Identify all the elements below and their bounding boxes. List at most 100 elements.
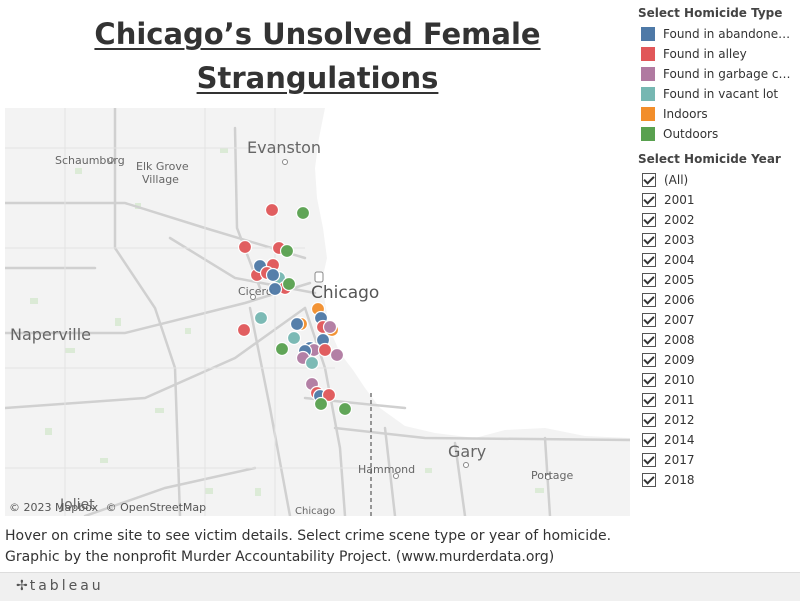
year-checkbox[interactable]: [642, 213, 656, 227]
dashboard-title: Chicago’s Unsolved Female Strangulations: [5, 12, 630, 100]
year-checkbox[interactable]: [642, 293, 656, 307]
title-line-2: Strangulations: [196, 61, 439, 95]
year-filter-option[interactable]: 2006: [638, 290, 798, 310]
homicide-map[interactable]: Evanston Schaumburg Elk Grove Village Ci…: [5, 108, 630, 516]
label-schaumburg: Schaumburg: [55, 154, 125, 167]
type-legend-item[interactable]: Found in vacant lot: [638, 84, 798, 104]
year-checkbox[interactable]: [642, 373, 656, 387]
year-filter-option[interactable]: (All): [638, 170, 798, 190]
label-gary: Gary: [448, 442, 486, 461]
marker-found-in-garbage-can[interactable]: [322, 319, 338, 335]
year-checkbox[interactable]: [642, 433, 656, 447]
year-label: 2004: [664, 253, 695, 267]
year-checkbox[interactable]: [642, 193, 656, 207]
year-filter-option[interactable]: 2008: [638, 330, 798, 350]
year-checkbox[interactable]: [642, 173, 656, 187]
marker-found-in-alley[interactable]: [237, 239, 253, 255]
tableau-plus-icon: ✢: [16, 578, 28, 594]
type-legend-item[interactable]: Found in garbage can: [638, 64, 798, 84]
year-checkbox[interactable]: [642, 333, 656, 347]
marker-found-in-abandoned[interactable]: [267, 281, 283, 297]
marker-outdoors[interactable]: [337, 401, 353, 417]
marker-found-in-abandoned[interactable]: [289, 316, 305, 332]
year-filter-option[interactable]: 2018: [638, 470, 798, 490]
legend-label: Indoors: [663, 107, 708, 121]
year-label: 2003: [664, 233, 695, 247]
year-label: (All): [664, 173, 689, 187]
marker-found-in-vacant-lot[interactable]: [304, 355, 320, 371]
legend-label: Found in alley: [663, 47, 747, 61]
label-elk-grove: Elk Grove: [136, 160, 189, 173]
legend-swatch: [641, 127, 655, 141]
caption-line-1: Hover on crime site to see victim detail…: [5, 528, 612, 544]
label-hammond: Hammond: [358, 463, 415, 476]
title-line-1: Chicago’s Unsolved Female: [94, 17, 541, 51]
year-checkbox[interactable]: [642, 313, 656, 327]
year-filter-option[interactable]: 2007: [638, 310, 798, 330]
marker-found-in-alley[interactable]: [317, 342, 333, 358]
legend-label: Found in abandoned ...: [663, 27, 791, 41]
legend-swatch: [641, 67, 655, 81]
year-filter-title: Select Homicide Year: [638, 152, 781, 166]
tableau-logo[interactable]: ✢ tableau: [16, 578, 104, 594]
year-filter-option[interactable]: 2009: [638, 350, 798, 370]
year-filter-option[interactable]: 2002: [638, 210, 798, 230]
year-checkbox[interactable]: [642, 473, 656, 487]
year-label: 2007: [664, 313, 695, 327]
year-label: 2014: [664, 433, 695, 447]
year-filter-option[interactable]: 2014: [638, 430, 798, 450]
year-filter-option[interactable]: 2001: [638, 190, 798, 210]
year-checkbox[interactable]: [642, 453, 656, 467]
year-filter-option[interactable]: 2012: [638, 410, 798, 430]
legend-label: Found in garbage can: [663, 67, 791, 81]
map-attribution: © 2023 Mapbox © OpenStreetMap: [9, 501, 210, 514]
marker-outdoors[interactable]: [274, 341, 290, 357]
type-legend-item[interactable]: Found in abandoned ...: [638, 24, 798, 44]
marker-outdoors[interactable]: [281, 276, 297, 292]
year-checkbox[interactable]: [642, 233, 656, 247]
legend-label: Outdoors: [663, 127, 719, 141]
type-legend-item[interactable]: Outdoors: [638, 124, 798, 144]
marker-outdoors[interactable]: [295, 205, 311, 221]
year-checkbox[interactable]: [642, 353, 656, 367]
marker-found-in-alley[interactable]: [264, 202, 280, 218]
marker-found-in-vacant-lot[interactable]: [286, 330, 302, 346]
label-chicago: Chicago: [311, 283, 379, 303]
year-filter-option[interactable]: 2011: [638, 390, 798, 410]
year-checkbox[interactable]: [642, 253, 656, 267]
year-filter-option[interactable]: 2004: [638, 250, 798, 270]
marker-found-in-abandoned[interactable]: [265, 267, 281, 283]
marker-outdoors[interactable]: [279, 243, 295, 259]
year-checkbox[interactable]: [642, 393, 656, 407]
marker-found-in-alley[interactable]: [236, 322, 252, 338]
year-label: 2012: [664, 413, 695, 427]
year-filter-option[interactable]: 2017: [638, 450, 798, 470]
label-portage: Portage: [531, 469, 574, 482]
homicide-markers[interactable]: [236, 202, 353, 417]
type-legend-item[interactable]: Found in alley: [638, 44, 798, 64]
label-naperville: Naperville: [10, 325, 91, 344]
marker-found-in-vacant-lot[interactable]: [253, 310, 269, 326]
year-label: 2018: [664, 473, 695, 487]
label-village: Village: [142, 173, 179, 186]
marker-found-in-garbage-can[interactable]: [329, 347, 345, 363]
homicide-year-filter: Select Homicide Year (All) 2001 2002 2003 20…: [638, 152, 798, 490]
osm-credit[interactable]: © OpenStreetMap: [105, 501, 207, 514]
caption-line-2: Graphic by the nonprofit Murder Accounta…: [5, 549, 555, 565]
tableau-wordmark: tableau: [29, 578, 104, 594]
year-filter-option[interactable]: 2010: [638, 370, 798, 390]
year-checkbox[interactable]: [642, 413, 656, 427]
type-legend-item[interactable]: Indoors: [638, 104, 798, 124]
legend-swatch: [641, 107, 655, 121]
marker-found-in-alley[interactable]: [321, 387, 337, 403]
caption: Hover on crime site to see victim detail…: [5, 526, 611, 568]
marker-outdoors[interactable]: [313, 396, 329, 412]
year-filter-option[interactable]: 2005: [638, 270, 798, 290]
label-joliet: Joliet: [59, 497, 95, 513]
type-legend-items: Found in abandoned ... Found in alley Foun…: [638, 24, 798, 144]
map-canvas[interactable]: Evanston Schaumburg Elk Grove Village Ci…: [5, 108, 630, 516]
mapbox-credit[interactable]: © 2023 Mapbox: [9, 501, 99, 514]
legend-swatch: [641, 87, 655, 101]
year-filter-option[interactable]: 2003: [638, 230, 798, 250]
year-checkbox[interactable]: [642, 273, 656, 287]
